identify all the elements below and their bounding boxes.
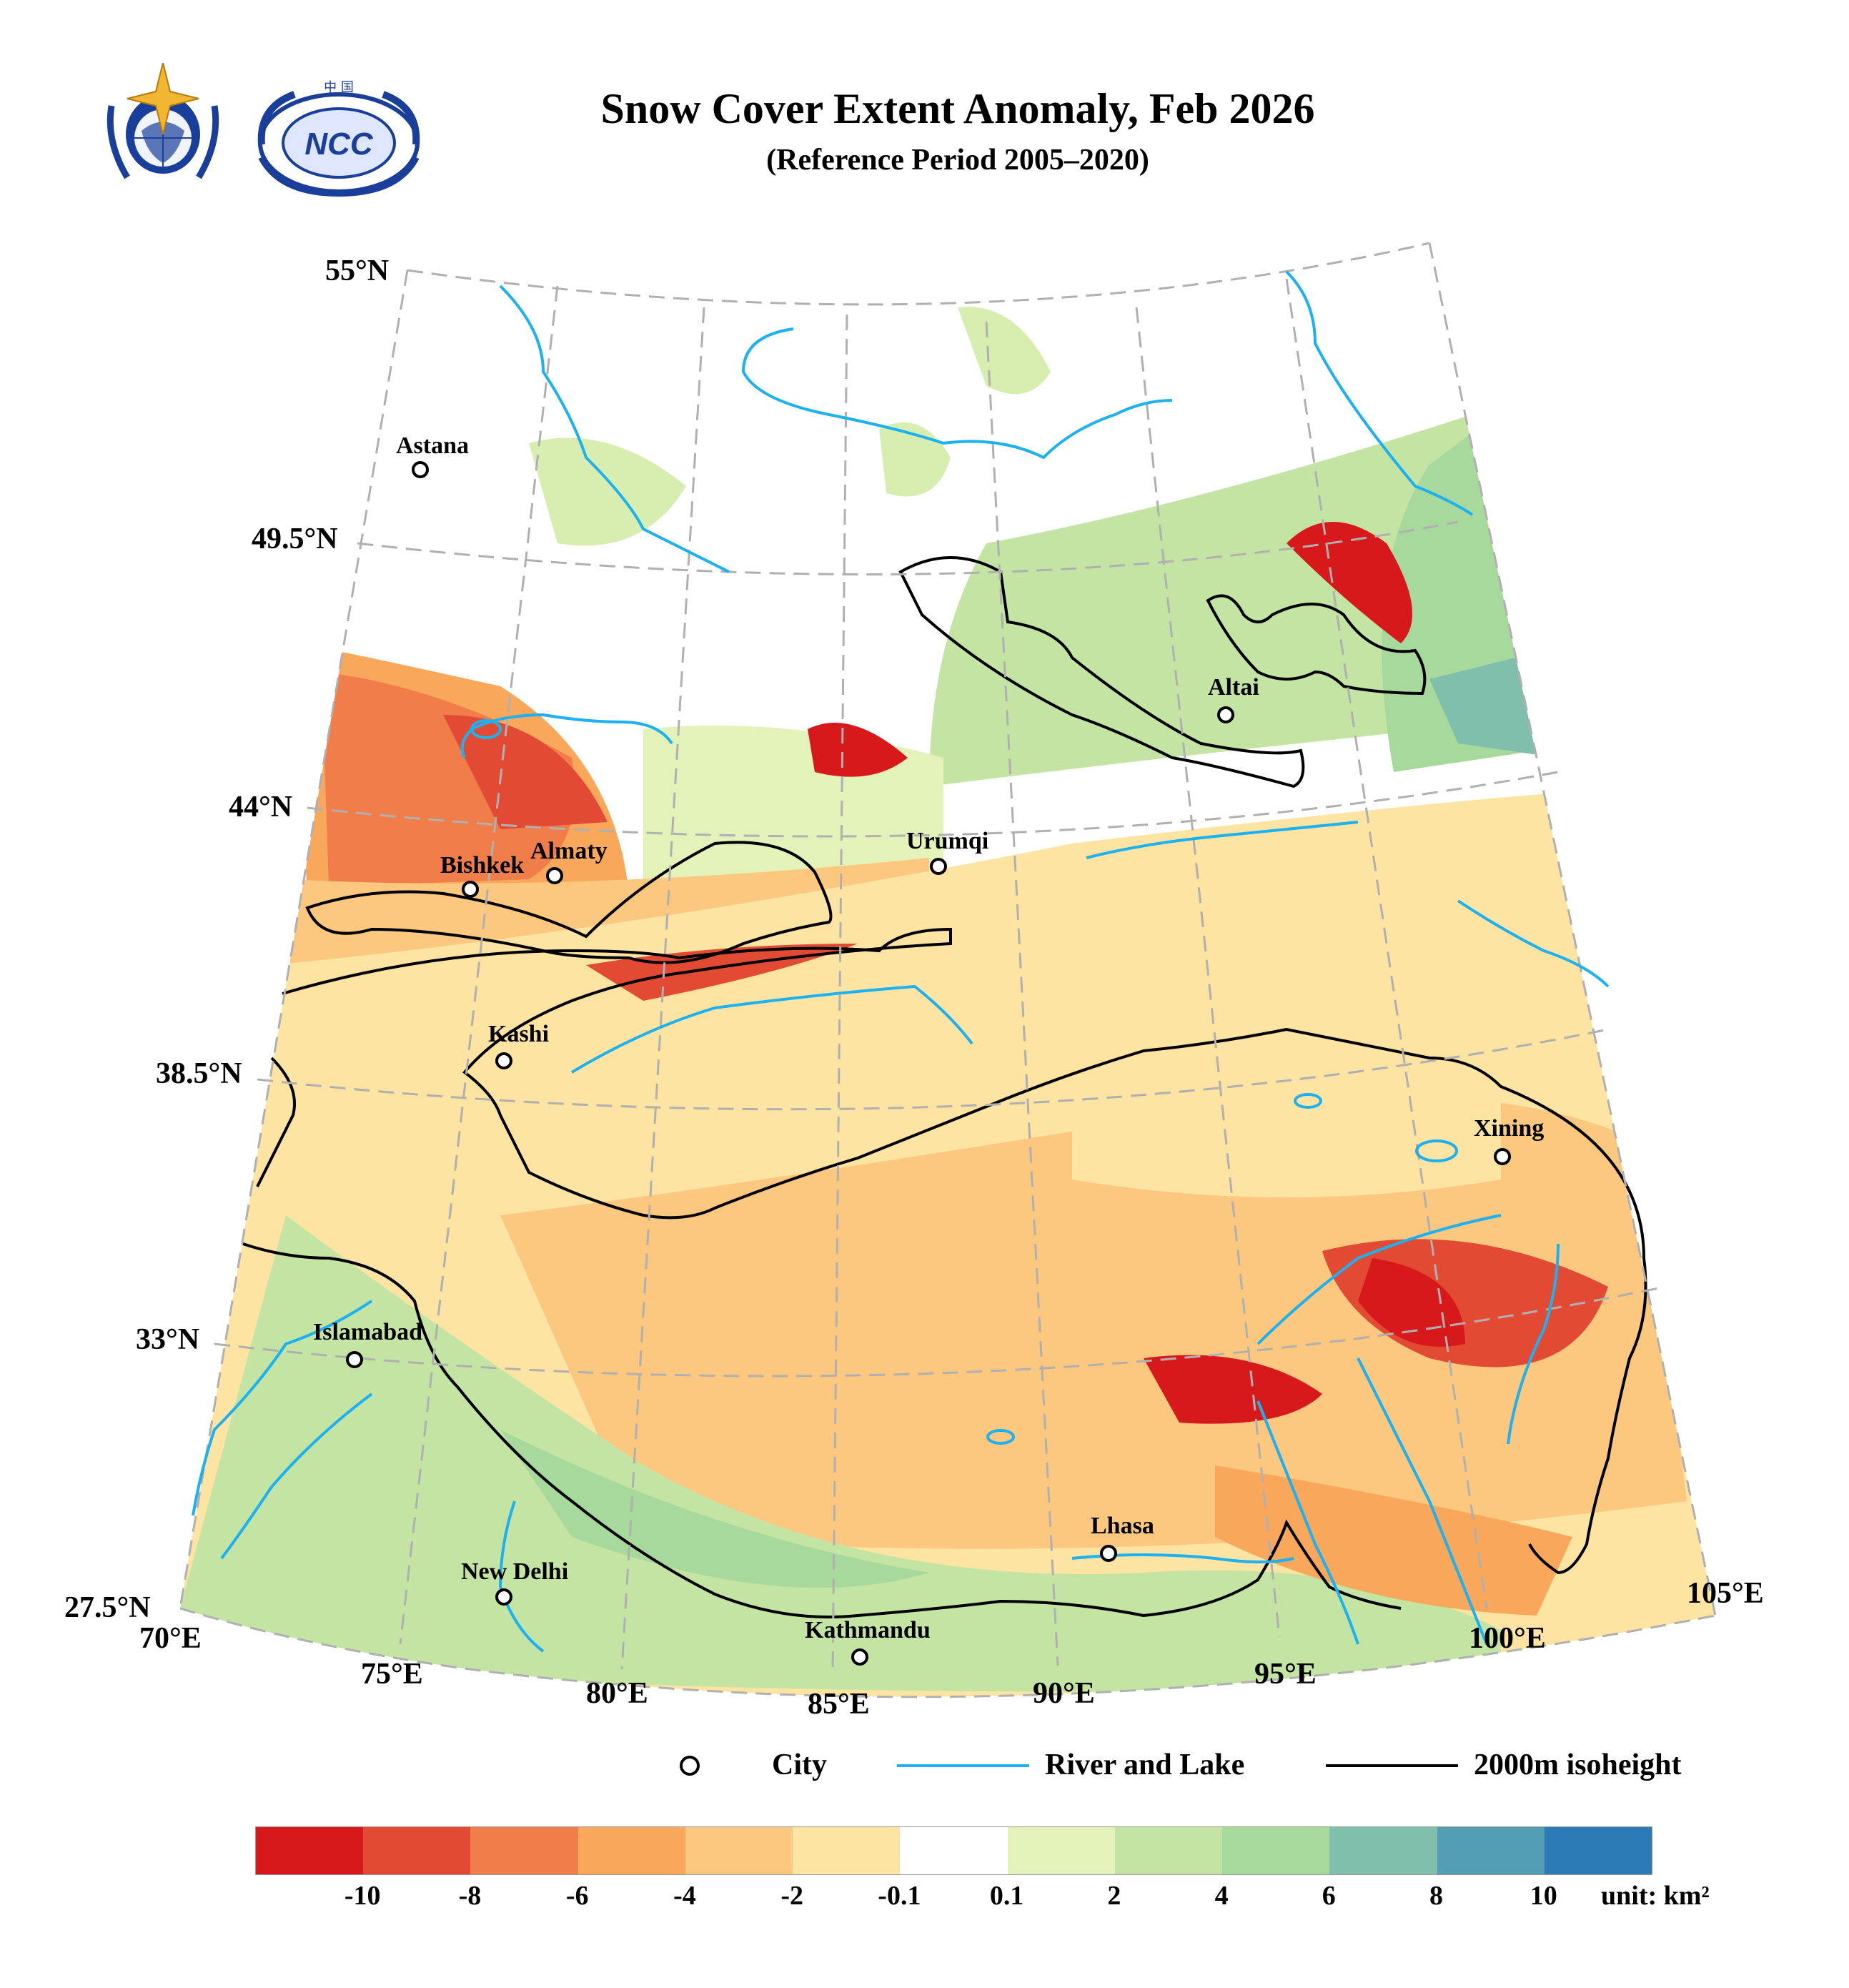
colorbar-cell [1437,1827,1545,1874]
rivers-and-lakes [192,270,1610,1653]
city-label-kathmandu: Kathmandu [805,1617,931,1643]
city-marker-bishkek [462,881,479,898]
lon-label-90e: 90°E [1033,1677,1095,1710]
colorbar-tick-label: 10 [1530,1881,1557,1911]
city-marker-lhasa [1100,1545,1117,1562]
city-marker-urumqi [930,858,947,875]
city-marker-kashi [495,1052,512,1069]
ncc-logo-text: NCC [304,127,374,162]
colorbar-unit: unit: km² [1601,1881,1710,1911]
lon-label-70e: 70°E [139,1622,202,1655]
city-marker-kathmandu [851,1648,868,1666]
colorbar [255,1826,1652,1875]
city-label-xining: Xining [1474,1115,1545,1142]
colorbar-cell [900,1827,1008,1874]
legend-city-symbol [680,1756,700,1776]
city-label-kashi: Kashi [488,1021,550,1047]
city-marker-xining [1494,1148,1511,1165]
lat-label-27-5n: 27.5°N [64,1591,151,1624]
city-label-bishkek: Bishkek [440,852,525,879]
legend-isoheight-label: 2000m isoheight [1474,1749,1682,1781]
chart-subtitle: (Reference Period 2005–2020) [766,144,1149,177]
colorbar-cell [577,1827,685,1874]
city-marker-islamabad [346,1351,363,1368]
colorbar-tick-label: 6 [1322,1881,1336,1911]
colorbar-tick-label: -6 [565,1881,589,1911]
chart-title: Snow Cover Extent Anomaly, Feb 2026 [600,85,1315,132]
colorbar-cell [1544,1827,1652,1874]
lon-label-95e: 95°E [1254,1658,1317,1691]
lon-label-75e: 75°E [361,1658,423,1691]
colorbar-tick-label: -0.1 [878,1881,921,1911]
colorbar-tick-label: -2 [780,1881,803,1911]
colorbar-cell [256,1827,364,1874]
city-label-astana: Astana [396,432,470,459]
lat-label-49-5n: 49.5°N [252,523,338,555]
lon-label-85e: 85°E [808,1688,870,1721]
lon-label-105e: 105°E [1687,1577,1764,1610]
city-label-new-delhi: New Delhi [461,1558,569,1585]
city-marker-altai [1217,706,1234,723]
colorbar-cell [1007,1827,1115,1874]
city-label-lhasa: Lhasa [1091,1513,1154,1539]
city-label-urumqi: Urumqi [906,828,989,854]
city-label-altai: Altai [1208,674,1259,701]
colorbar-cell [685,1827,793,1874]
colorbar-tick-label: 0.1 [989,1881,1024,1911]
lon-label-100e: 100°E [1469,1622,1546,1655]
colorbar-cell [1329,1827,1437,1874]
ncc-logo-icon: NCC 中 国 [257,80,420,197]
colorbar-tick-label: -8 [458,1881,482,1911]
lon-label-80e: 80°E [586,1677,648,1710]
colorbar-cell [1222,1827,1330,1874]
lat-label-38-5n: 38.5°N [156,1057,242,1090]
graticule [179,242,1717,1698]
lat-label-44n: 44°N [229,791,293,824]
city-marker-new-delhi [495,1588,512,1606]
city-label-islamabad: Islamabad [313,1319,423,1345]
colorbar-cell [470,1827,578,1874]
lat-label-55n: 55°N [325,254,390,287]
colorbar-tick-label: -10 [344,1881,381,1911]
colorbar-cell [1114,1827,1223,1874]
city-marker-almaty [546,867,563,884]
wmo-logo-icon [106,63,219,179]
city-marker-astana [412,461,429,478]
colorbar-cell [363,1827,471,1874]
ncc-logo-china-text: 中 国 [324,80,354,95]
city-markers [346,461,1511,1666]
colorbar-tick-label: 4 [1214,1881,1229,1911]
colorbar-cell [793,1827,901,1874]
legend-city-label: City [772,1749,827,1781]
legend-symbols [680,1756,1458,1776]
colorbar-tick-label: -4 [673,1881,696,1911]
colorbar-tick-label: 2 [1107,1881,1121,1911]
legend-river-label: River and Lake [1045,1749,1245,1781]
city-label-almaty: Almaty [530,838,608,864]
lat-label-33n: 33°N [136,1323,200,1356]
colorbar-tick-label: 8 [1429,1881,1444,1911]
